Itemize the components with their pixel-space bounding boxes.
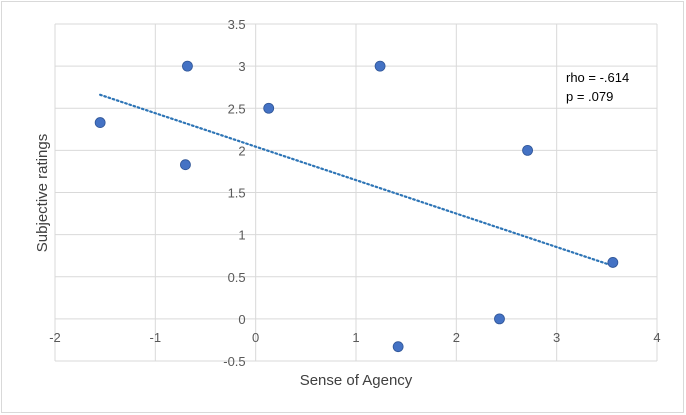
- x-tick-label: -2: [49, 330, 61, 345]
- data-point: [522, 144, 533, 156]
- y-tick-label: 0.5: [228, 270, 246, 285]
- x-tick-label: 1: [352, 330, 359, 345]
- p-annotation: p = .079: [566, 89, 613, 104]
- data-point: [180, 159, 191, 171]
- y-tick-label: 1: [238, 228, 245, 243]
- rho-annotation: rho = -.614: [566, 70, 629, 85]
- y-tick-label: -0.5: [223, 354, 245, 369]
- data-point: [607, 257, 619, 268]
- x-tick-label: 4: [653, 330, 660, 345]
- y-tick-label: 2: [238, 143, 245, 158]
- trendline: [99, 93, 614, 267]
- y-axis-title: Subjective ratings: [34, 134, 51, 252]
- x-tick-label: 0: [252, 330, 259, 345]
- grid-lines: [54, 23, 658, 362]
- data-points: [94, 60, 619, 353]
- y-tick-label: 0: [238, 312, 245, 327]
- x-tick-label: 3: [553, 330, 560, 345]
- data-point: [94, 117, 106, 128]
- y-tick-label: 2.5: [228, 101, 246, 116]
- x-tick-label: 2: [453, 330, 460, 345]
- data-point: [374, 60, 386, 72]
- y-tick-label: 1.5: [228, 186, 246, 201]
- tick-labels: -2 -1 0 1 2 3 4 -0.5 0 0.5 1 1.5 2 2.5 3 3.5: [49, 17, 660, 369]
- data-point: [263, 102, 275, 114]
- data-point: [182, 60, 193, 72]
- data-point: [494, 313, 505, 325]
- y-tick-label: 3: [238, 59, 245, 74]
- x-axis-title: Sense of Agency: [300, 372, 413, 389]
- data-point: [392, 341, 404, 353]
- x-tick-label: -1: [150, 330, 162, 345]
- y-tick-label: 3.5: [228, 17, 246, 32]
